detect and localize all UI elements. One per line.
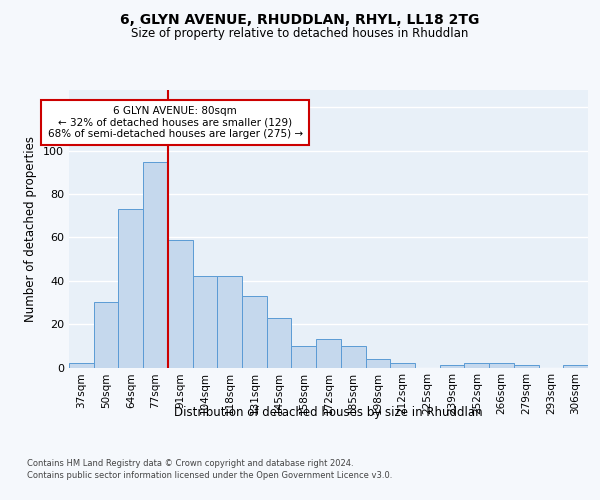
Text: Distribution of detached houses by size in Rhuddlan: Distribution of detached houses by size … [175,406,483,419]
Bar [365,359,390,368]
Bar [94,302,118,368]
Bar [440,366,464,368]
Bar [316,340,341,367]
Text: 6 GLYN AVENUE: 80sqm
← 32% of detached houses are smaller (129)
68% of semi-deta: 6 GLYN AVENUE: 80sqm ← 32% of detached h… [48,106,303,139]
Bar [242,296,267,368]
Y-axis label: Number of detached properties: Number of detached properties [25,136,37,322]
Text: Contains HM Land Registry data © Crown copyright and database right 2024.: Contains HM Land Registry data © Crown c… [27,460,353,468]
Bar [514,366,539,368]
Bar [489,363,514,368]
Text: 6, GLYN AVENUE, RHUDDLAN, RHYL, LL18 2TG: 6, GLYN AVENUE, RHUDDLAN, RHYL, LL18 2TG [121,12,479,26]
Bar [193,276,217,368]
Bar [292,346,316,368]
Bar [563,366,588,368]
Bar [390,363,415,368]
Text: Size of property relative to detached houses in Rhuddlan: Size of property relative to detached ho… [131,28,469,40]
Bar [267,318,292,368]
Bar [118,209,143,368]
Text: Contains public sector information licensed under the Open Government Licence v3: Contains public sector information licen… [27,472,392,480]
Bar [217,276,242,368]
Bar [168,240,193,368]
Bar [464,363,489,368]
Bar [341,346,365,368]
Bar [143,162,168,368]
Bar [69,363,94,368]
